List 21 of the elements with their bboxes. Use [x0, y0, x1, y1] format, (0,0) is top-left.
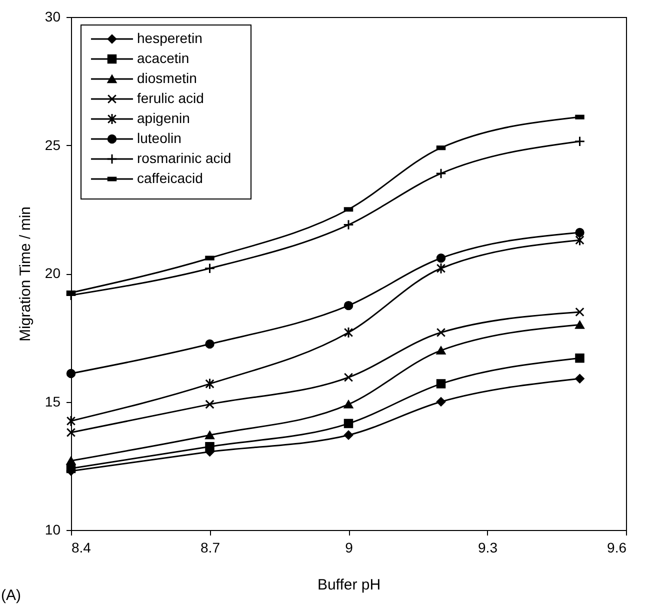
- y-tick-label: 20: [44, 265, 61, 281]
- legend-label: luteolin: [137, 130, 182, 146]
- x-tick-label: 9: [345, 540, 354, 556]
- x-tick-label: 9.3: [478, 540, 498, 556]
- legend-label: apigenin: [137, 110, 190, 126]
- y-tick-label: 30: [44, 8, 61, 24]
- x-axis-title: Buffer pH: [317, 576, 381, 594]
- legend-label: diosmetin: [137, 70, 197, 86]
- y-tick-label: 10: [44, 522, 61, 538]
- x-tick-label: 8.7: [200, 540, 220, 556]
- legend-label: rosmarinic acid: [137, 150, 232, 166]
- x-tick-label: 8.4: [72, 540, 92, 556]
- text: (A): [1, 587, 21, 604]
- x-tick-label: 9.6: [607, 540, 627, 556]
- y-tick-label: 15: [44, 393, 61, 410]
- legend-label: acacetin: [137, 50, 190, 66]
- legend-label: caffeicacid: [137, 170, 203, 186]
- y-axis-title: Migration Time / min: [16, 206, 34, 342]
- legend-label: ferulic acid: [137, 90, 204, 106]
- legend-label: hesperetin: [137, 30, 202, 46]
- y-tick-label: 25: [44, 136, 61, 153]
